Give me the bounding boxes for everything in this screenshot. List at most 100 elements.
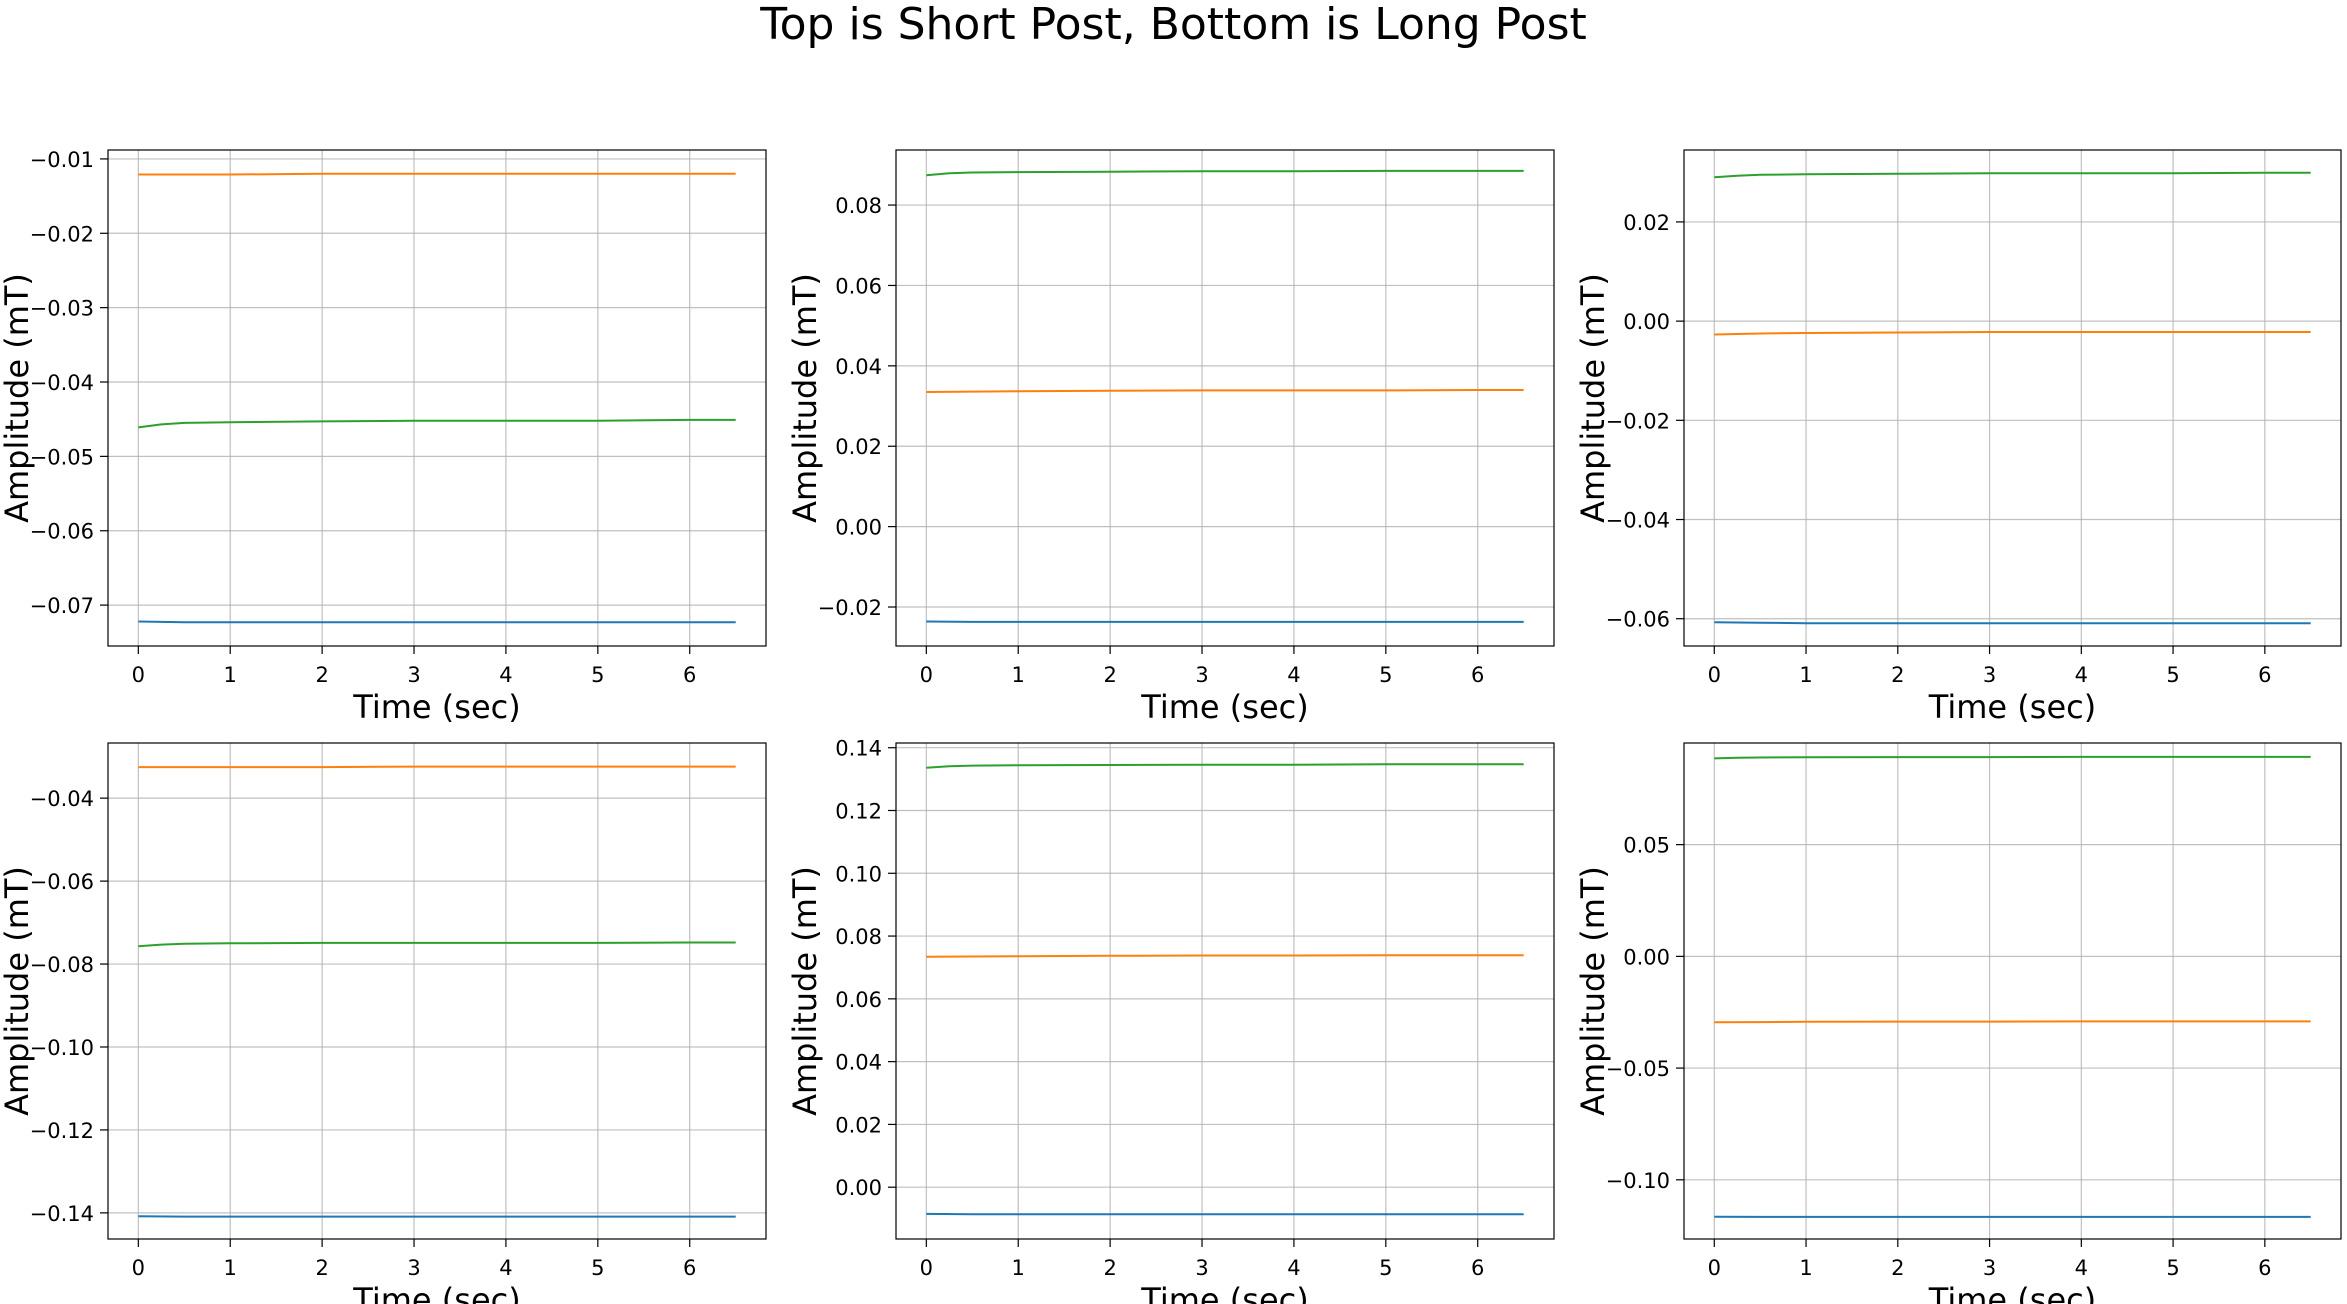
y-tick-label: 0.10	[835, 862, 882, 886]
y-tick-label: 0.14	[835, 737, 882, 761]
x-tick-label: 2	[1103, 663, 1116, 687]
x-tick-label: 1	[1012, 663, 1025, 687]
y-tick-label: 0.00	[1623, 945, 1670, 969]
y-tick-label: 0.02	[1623, 211, 1670, 235]
y-tick-label: 0.05	[1623, 834, 1670, 858]
x-tick-label: 6	[1471, 1256, 1484, 1280]
x-tick-label: 3	[1195, 1256, 1208, 1280]
y-tick-label: −0.06	[30, 870, 94, 894]
y-tick-label: 0.02	[835, 435, 882, 459]
series-line-3	[926, 169, 1524, 177]
subplot-5: 0 1 2 3 4 5 6 0.00 0.02 0.04 0.06 0.08 0.10 0.12 0.14 T…	[786, 737, 1555, 1304]
x-tick-label: 2	[1891, 663, 1904, 687]
x-tick-label: 2	[1103, 1256, 1116, 1280]
y-tick-label: 0.02	[835, 1113, 882, 1137]
x-tick-label: 6	[2258, 1256, 2271, 1280]
y-axis-label: Amplitude (mT)	[786, 273, 824, 523]
x-tick-label: 1	[1799, 1256, 1812, 1280]
y-tick-label: −0.01	[30, 148, 94, 172]
series-line-3	[138, 418, 736, 429]
y-tick-label: −0.06	[30, 520, 94, 544]
y-tick-label: −0.07	[30, 594, 94, 618]
y-tick-label: −0.10	[1606, 1169, 1670, 1193]
x-tick-label: 6	[2258, 663, 2271, 687]
axes-frame	[1683, 149, 2342, 647]
x-axis-label: Time (sec)	[1140, 1281, 1308, 1304]
y-tick-label: −0.02	[1606, 409, 1670, 433]
y-axis-label: Amplitude (mT)	[1574, 273, 1612, 523]
series-line-3	[1714, 755, 2311, 760]
y-tick-label: −0.04	[30, 371, 94, 395]
x-tick-label: 6	[683, 1256, 696, 1280]
x-axis-label: Time (sec)	[352, 688, 520, 726]
x-tick-label: 4	[499, 1256, 512, 1280]
y-tick-label: −0.06	[1606, 608, 1670, 632]
y-tick-label: −0.04	[1606, 509, 1670, 533]
y-tick-label: −0.02	[818, 596, 882, 620]
x-tick-label: 0	[132, 1256, 145, 1280]
axes-frame	[107, 742, 767, 1240]
x-tick-label: 4	[499, 663, 512, 687]
subplot-1: 0 1 2 3 4 5 6 −0.07 −0.06 −0.05 −0.04 −0.03 −0.02 −0.…	[0, 148, 767, 726]
series-line-2	[1714, 1020, 2311, 1024]
y-tick-label: −0.12	[30, 1119, 94, 1143]
x-tick-label: 2	[1891, 1256, 1904, 1280]
series-line-1	[1714, 621, 2311, 625]
y-axis-label: Amplitude (mT)	[0, 273, 36, 523]
series-line-2	[926, 954, 1524, 958]
x-tick-label: 4	[1287, 663, 1300, 687]
y-tick-label: −0.02	[30, 222, 94, 246]
axes-frame	[895, 742, 1555, 1240]
x-tick-label: 0	[132, 663, 145, 687]
x-tick-label: 3	[407, 663, 420, 687]
y-tick-label: −0.10	[30, 1036, 94, 1060]
x-tick-label: 4	[1287, 1256, 1300, 1280]
y-tick-label: 0.06	[835, 988, 882, 1012]
y-axis-label: Amplitude (mT)	[0, 866, 36, 1116]
axes-frame	[895, 149, 1555, 647]
axes-frame	[1683, 742, 2342, 1240]
x-tick-label: 5	[591, 663, 604, 687]
y-tick-label: −0.05	[1606, 1057, 1670, 1081]
x-tick-label: 5	[1379, 663, 1392, 687]
y-axis-label: Amplitude (mT)	[1574, 866, 1612, 1116]
x-tick-label: 0	[1708, 663, 1721, 687]
x-tick-label: 2	[315, 1256, 328, 1280]
subplot-2: 0 1 2 3 4 5 6 −0.02 0.00 0.02 0.04 0.06 0.08 Time (se…	[786, 149, 1555, 726]
y-axis-label: Amplitude (mT)	[786, 866, 824, 1116]
x-axis-label: Time (sec)	[1928, 1281, 2096, 1304]
y-tick-label: −0.03	[30, 297, 94, 321]
x-tick-label: 4	[2075, 1256, 2088, 1280]
series-line-2	[1714, 331, 2311, 336]
x-tick-label: 3	[1983, 663, 1996, 687]
y-tick-label: 0.04	[835, 1051, 882, 1075]
axes-frame	[107, 149, 767, 647]
y-tick-label: 0.00	[1623, 310, 1670, 334]
subplot-3: 0 1 2 3 4 5 6 −0.06 −0.04 −0.02 0.00 0.02 Time (sec)…	[1574, 149, 2342, 726]
x-tick-label: 1	[1012, 1256, 1025, 1280]
y-tick-label: 0.00	[835, 516, 882, 540]
x-tick-label: 1	[224, 1256, 237, 1280]
y-tick-label: −0.14	[30, 1202, 94, 1226]
series-line-3	[138, 941, 736, 948]
x-tick-label: 4	[2075, 663, 2088, 687]
x-tick-label: 6	[683, 663, 696, 687]
series-line-2	[926, 389, 1524, 393]
x-tick-label: 5	[591, 1256, 604, 1280]
y-tick-label: −0.04	[30, 787, 94, 811]
y-tick-label: 0.06	[835, 274, 882, 298]
series-line-3	[1714, 171, 2311, 179]
x-tick-label: 1	[1799, 663, 1812, 687]
x-axis-label: Time (sec)	[1140, 688, 1308, 726]
x-tick-label: 3	[407, 1256, 420, 1280]
series-line-3	[926, 763, 1524, 769]
x-tick-label: 6	[1471, 663, 1484, 687]
y-tick-label: 0.08	[835, 925, 882, 949]
y-tick-label: −0.05	[30, 445, 94, 469]
x-tick-label: 2	[315, 663, 328, 687]
x-tick-label: 0	[920, 1256, 933, 1280]
series-line-1	[138, 620, 736, 624]
y-tick-label: −0.08	[30, 953, 94, 977]
x-tick-label: 1	[224, 663, 237, 687]
